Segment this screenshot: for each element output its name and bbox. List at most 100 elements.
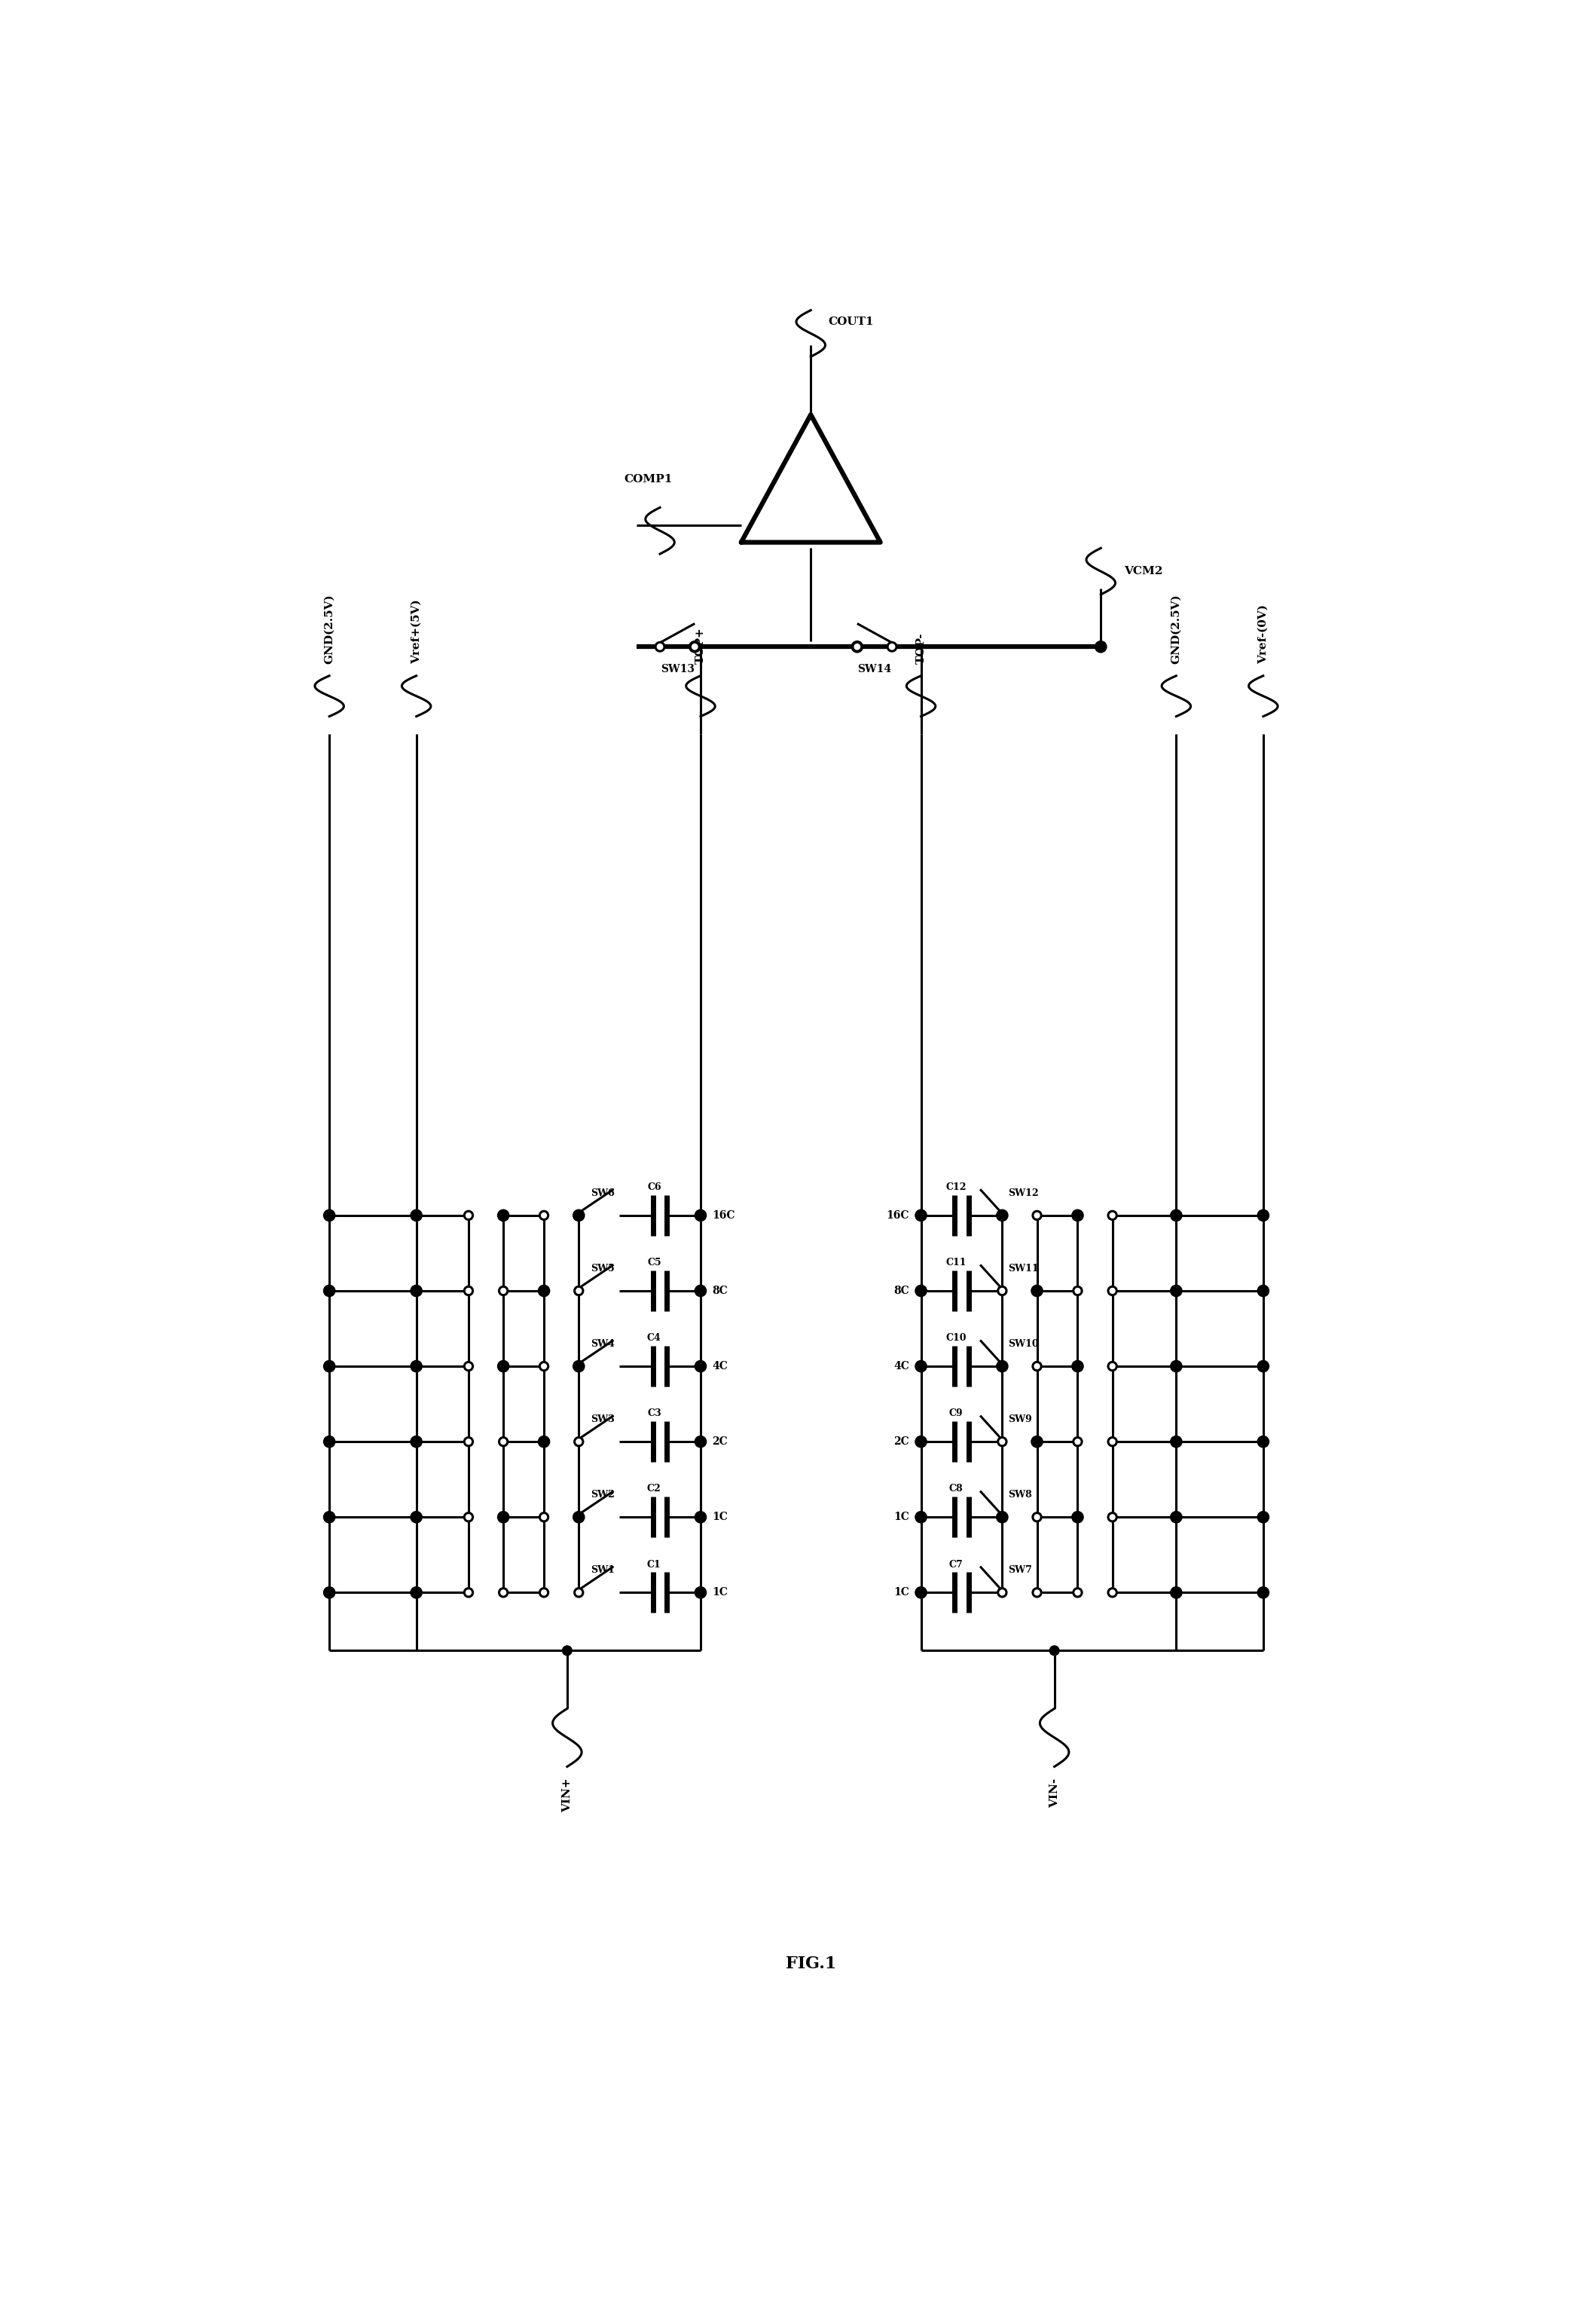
Circle shape xyxy=(1073,1511,1084,1522)
Circle shape xyxy=(1171,1511,1182,1522)
Circle shape xyxy=(498,1511,509,1522)
Circle shape xyxy=(411,1285,422,1297)
Circle shape xyxy=(574,1587,584,1597)
Text: C11: C11 xyxy=(946,1257,967,1267)
Text: 2C: 2C xyxy=(894,1436,910,1448)
Circle shape xyxy=(694,1360,706,1371)
Circle shape xyxy=(1073,1211,1082,1220)
Circle shape xyxy=(1107,1287,1117,1294)
Circle shape xyxy=(574,1287,584,1294)
Circle shape xyxy=(538,1285,549,1297)
Circle shape xyxy=(916,1285,927,1297)
Circle shape xyxy=(498,1360,509,1371)
Circle shape xyxy=(324,1285,335,1297)
Circle shape xyxy=(498,1587,508,1597)
Circle shape xyxy=(998,1439,1006,1446)
Text: Vref-(0V): Vref-(0V) xyxy=(1258,604,1269,665)
Circle shape xyxy=(1171,1211,1182,1220)
Circle shape xyxy=(694,1511,706,1522)
Circle shape xyxy=(538,1436,549,1448)
Text: Vref+(5V): Vref+(5V) xyxy=(411,600,421,665)
Circle shape xyxy=(690,641,701,653)
Circle shape xyxy=(888,641,897,651)
Text: VCM2: VCM2 xyxy=(1125,567,1163,576)
Circle shape xyxy=(573,1211,584,1220)
Circle shape xyxy=(464,1287,473,1294)
Circle shape xyxy=(464,1513,473,1522)
Text: C10: C10 xyxy=(946,1334,967,1343)
Circle shape xyxy=(1171,1360,1182,1371)
Circle shape xyxy=(1073,1287,1082,1294)
Circle shape xyxy=(1073,1360,1084,1371)
Circle shape xyxy=(464,1587,473,1597)
Circle shape xyxy=(694,1436,706,1448)
Circle shape xyxy=(574,1211,584,1220)
Circle shape xyxy=(1073,1513,1082,1522)
Text: C7: C7 xyxy=(949,1559,963,1569)
Circle shape xyxy=(539,1439,549,1446)
Text: COMP1: COMP1 xyxy=(625,474,672,483)
Circle shape xyxy=(853,641,862,651)
Text: SW3: SW3 xyxy=(590,1415,614,1425)
Text: C4: C4 xyxy=(647,1334,661,1343)
Circle shape xyxy=(411,1436,422,1448)
Circle shape xyxy=(539,1513,549,1522)
Circle shape xyxy=(1073,1587,1082,1597)
Text: 4C: 4C xyxy=(712,1362,728,1371)
Circle shape xyxy=(690,641,699,651)
Circle shape xyxy=(539,1587,549,1597)
Text: C9: C9 xyxy=(949,1408,963,1418)
Circle shape xyxy=(1031,1436,1043,1448)
Circle shape xyxy=(1033,1287,1041,1294)
Circle shape xyxy=(1073,1439,1082,1446)
Circle shape xyxy=(573,1511,584,1522)
Circle shape xyxy=(655,641,664,651)
Text: C3: C3 xyxy=(647,1408,661,1418)
Circle shape xyxy=(464,1439,473,1446)
Text: SW6: SW6 xyxy=(590,1188,614,1197)
Text: C5: C5 xyxy=(647,1257,661,1267)
Circle shape xyxy=(916,1587,927,1599)
Text: SW1: SW1 xyxy=(590,1566,614,1576)
Text: 1C: 1C xyxy=(712,1587,728,1599)
Text: GND(2.5V): GND(2.5V) xyxy=(1171,595,1182,665)
Text: VIN+: VIN+ xyxy=(562,1778,573,1813)
Text: 1C: 1C xyxy=(894,1587,910,1599)
Circle shape xyxy=(998,1587,1006,1597)
Circle shape xyxy=(1258,1511,1269,1522)
Text: 16C: 16C xyxy=(886,1211,910,1220)
Circle shape xyxy=(324,1436,335,1448)
Circle shape xyxy=(997,1511,1008,1522)
Circle shape xyxy=(498,1513,508,1522)
Circle shape xyxy=(1258,1587,1269,1599)
Circle shape xyxy=(1107,1513,1117,1522)
Circle shape xyxy=(694,1285,706,1297)
Circle shape xyxy=(997,1360,1008,1371)
Circle shape xyxy=(573,1360,584,1371)
Text: 2C: 2C xyxy=(712,1436,728,1448)
Circle shape xyxy=(539,1211,549,1220)
Circle shape xyxy=(539,1287,549,1294)
Text: TOP+: TOP+ xyxy=(696,627,706,665)
Text: GND(2.5V): GND(2.5V) xyxy=(324,595,335,665)
Circle shape xyxy=(539,1362,549,1371)
Text: COUT1: COUT1 xyxy=(829,316,873,328)
Circle shape xyxy=(498,1211,508,1220)
Text: SW5: SW5 xyxy=(590,1264,614,1274)
Circle shape xyxy=(1171,1587,1182,1599)
Text: SW2: SW2 xyxy=(590,1490,614,1499)
Text: 1C: 1C xyxy=(894,1513,910,1522)
Circle shape xyxy=(324,1211,335,1220)
Circle shape xyxy=(1095,641,1106,653)
Circle shape xyxy=(997,1211,1008,1220)
Circle shape xyxy=(1258,1285,1269,1297)
Circle shape xyxy=(998,1362,1006,1371)
Circle shape xyxy=(574,1439,584,1446)
Circle shape xyxy=(411,1511,422,1522)
Text: C1: C1 xyxy=(647,1559,661,1569)
Circle shape xyxy=(1171,1285,1182,1297)
Circle shape xyxy=(916,1436,927,1448)
Circle shape xyxy=(916,1360,927,1371)
Circle shape xyxy=(1033,1587,1041,1597)
Text: TOP-: TOP- xyxy=(916,632,927,665)
